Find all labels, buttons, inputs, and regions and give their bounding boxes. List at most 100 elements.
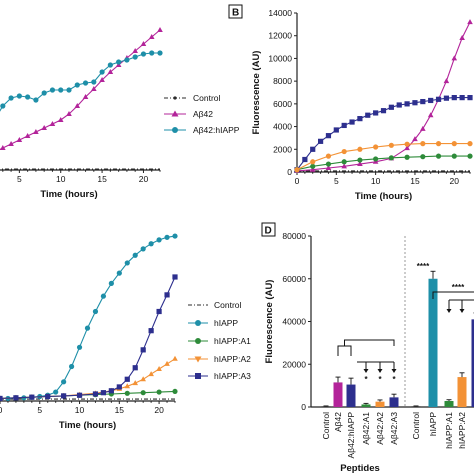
x-axis-label: Time (hours) xyxy=(59,420,116,431)
data-point xyxy=(157,50,163,56)
data-point xyxy=(325,153,332,159)
series-4 xyxy=(294,141,473,173)
x-tick-label: 20 xyxy=(154,405,164,415)
data-point xyxy=(467,95,473,101)
data-point xyxy=(76,344,83,350)
data-point xyxy=(373,144,379,150)
x-tick-label: 5 xyxy=(37,405,42,415)
significance-bracket xyxy=(337,339,395,356)
x-category-label: hIAPP xyxy=(428,412,438,436)
y-axis-label: Fluorescence (AU) xyxy=(264,280,275,364)
data-point xyxy=(140,347,146,353)
data-point xyxy=(317,138,324,144)
series-3 xyxy=(294,153,473,173)
data-point xyxy=(132,252,138,258)
panel-c-chart: 0 5 10 15 20 Time (hours) xyxy=(0,233,178,431)
data-point xyxy=(443,95,450,101)
data-point xyxy=(467,153,473,159)
x-tick-label: 10 xyxy=(75,405,85,415)
data-point xyxy=(108,388,114,394)
legend-item-abeta42-hiapp: Aβ42:hIAPP xyxy=(164,125,240,135)
data-point xyxy=(0,145,6,150)
data-point xyxy=(45,393,51,400)
arrow-head xyxy=(377,369,383,373)
data-point xyxy=(124,57,130,63)
data-point xyxy=(116,384,122,390)
data-point xyxy=(357,116,363,122)
significance-star: **** xyxy=(452,283,465,292)
data-point xyxy=(74,103,81,108)
data-point xyxy=(148,371,154,377)
data-point xyxy=(8,95,14,101)
legend-marker-c-hiapp xyxy=(195,320,201,326)
data-point xyxy=(396,102,402,108)
series-line xyxy=(0,235,176,399)
series-1 xyxy=(0,27,163,150)
data-point xyxy=(148,241,154,247)
data-point xyxy=(132,54,138,60)
x-axis-label: Peptides xyxy=(340,463,380,474)
data-point xyxy=(140,51,147,57)
x-category-label: hIAPP:A1 xyxy=(444,412,454,449)
data-point xyxy=(132,380,139,386)
data-point xyxy=(61,379,67,385)
data-point xyxy=(428,97,434,104)
data-point xyxy=(325,165,332,171)
x-tick-label: 10 xyxy=(56,174,66,184)
data-point xyxy=(310,163,316,169)
bar xyxy=(361,404,371,407)
data-point xyxy=(156,366,162,372)
legend-label-c-hiapp: hIAPP xyxy=(214,318,238,328)
data-point xyxy=(16,137,23,142)
data-point xyxy=(310,159,316,165)
legend-marker-abeta42-hiapp xyxy=(172,127,178,133)
series-2 xyxy=(294,95,473,173)
panel-b-chart: 0 5 10 15 20 0 2000 4000 6000 8000 10000 12000 14000… xyxy=(251,8,473,202)
data-point xyxy=(420,125,426,131)
x-category-label: Control xyxy=(411,412,421,440)
data-point xyxy=(388,104,394,110)
data-point xyxy=(132,365,138,371)
data-point xyxy=(124,260,130,266)
legend-label-control: Control xyxy=(193,93,221,103)
data-point xyxy=(124,376,130,382)
x-tick-label: 15 xyxy=(410,176,420,186)
data-point xyxy=(140,246,146,252)
data-point xyxy=(49,87,56,93)
data-point xyxy=(91,79,97,85)
x-category-label: Aβ42:A2 xyxy=(375,412,385,445)
data-point xyxy=(76,392,83,398)
data-point xyxy=(100,390,107,396)
data-point xyxy=(116,59,122,65)
bar xyxy=(444,401,454,407)
y-tick-label: 4000 xyxy=(273,122,292,132)
data-point xyxy=(100,293,107,299)
legend-item-c-a1: hIAPP:A1 xyxy=(188,336,251,346)
bar xyxy=(321,406,331,407)
legend-label-c-control: Control xyxy=(214,300,242,310)
x-tick-label: 0 xyxy=(295,176,300,186)
series-2 xyxy=(0,50,163,112)
data-point xyxy=(66,87,72,93)
data-point xyxy=(92,391,99,397)
significance-star: * xyxy=(392,375,396,384)
data-point xyxy=(365,112,371,118)
y-tick-label: 8000 xyxy=(273,76,292,86)
data-point xyxy=(172,233,178,239)
data-point xyxy=(388,142,394,148)
data-point xyxy=(373,156,379,162)
significance-star: * xyxy=(364,375,368,384)
data-point xyxy=(459,34,465,40)
data-point xyxy=(61,393,67,399)
data-point xyxy=(412,100,418,106)
x-category-label: Aβ42:A3 xyxy=(389,412,399,445)
legend-label-c-a3: hIAPP:A3 xyxy=(214,371,251,381)
data-point xyxy=(84,325,91,331)
data-point xyxy=(57,117,64,122)
data-point xyxy=(0,103,6,109)
data-point xyxy=(124,383,131,389)
data-point xyxy=(467,141,473,147)
x-tick-label: 5 xyxy=(334,176,339,186)
y-tick-label: 60000 xyxy=(282,274,306,284)
series-line xyxy=(0,276,176,399)
